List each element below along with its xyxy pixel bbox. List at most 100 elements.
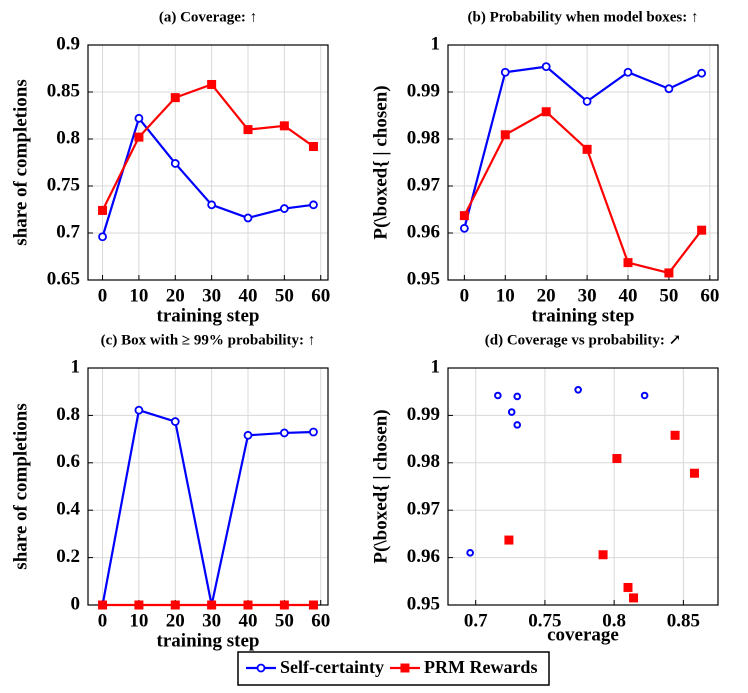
marker xyxy=(664,268,674,278)
y-tick-label: 1 xyxy=(431,356,441,377)
y-tick-label: 0.96 xyxy=(407,546,440,567)
marker xyxy=(582,97,592,106)
x-axis-label: coverage xyxy=(547,624,619,645)
legend-label: PRM Rewards xyxy=(424,657,537,677)
x-tick-label: 0.8 xyxy=(602,610,626,631)
y-tick-label: 0 xyxy=(71,593,81,614)
marker xyxy=(98,232,107,242)
plot-frame xyxy=(447,44,719,281)
marker xyxy=(504,535,514,545)
marker xyxy=(670,430,680,440)
y-axis-label: share of completions xyxy=(10,79,31,245)
y-tick-label: 1 xyxy=(71,356,81,377)
y-tick-label: 0.8 xyxy=(56,127,80,148)
marker xyxy=(243,600,253,610)
chart-title: (a) Coverage: ↑ xyxy=(159,9,257,25)
y-axis-label: P(\boxed{ | chosen) xyxy=(370,409,391,563)
marker xyxy=(582,144,592,154)
y-tick-label: 0.7 xyxy=(56,221,80,242)
marker xyxy=(541,62,551,72)
y-tick-label: 0.99 xyxy=(407,404,440,425)
marker xyxy=(513,392,522,401)
y-tick-label: 0.8 xyxy=(56,404,80,425)
x-tick-label: 60 xyxy=(700,285,719,306)
x-tick-label: 60 xyxy=(311,610,330,631)
marker xyxy=(279,428,289,438)
y-tick-label: 0.6 xyxy=(56,451,80,472)
marker xyxy=(243,430,253,440)
marker xyxy=(507,408,516,416)
x-tick-label: 50 xyxy=(275,285,294,306)
marker xyxy=(279,121,289,131)
marker xyxy=(623,258,633,268)
marker xyxy=(574,386,582,394)
marker xyxy=(697,225,707,235)
x-tick-label: 40 xyxy=(619,285,638,306)
marker xyxy=(134,600,144,610)
marker xyxy=(279,204,289,213)
y-tick-label: 0.98 xyxy=(407,451,440,472)
x-tick-label: 10 xyxy=(129,285,148,306)
y-tick-label: 0.98 xyxy=(407,127,440,148)
marker xyxy=(459,223,469,233)
series-line xyxy=(101,83,315,211)
y-tick-label: 0.96 xyxy=(407,221,440,242)
marker xyxy=(664,84,674,94)
marker xyxy=(170,93,180,103)
y-tick-label: 0.85 xyxy=(47,80,80,101)
y-tick-label: 0.97 xyxy=(407,174,441,195)
x-tick-label: 10 xyxy=(496,285,515,306)
legend-marker xyxy=(400,663,410,673)
y-tick-label: 0.97 xyxy=(407,499,441,520)
series-line xyxy=(463,110,703,275)
x-tick-label: 0.85 xyxy=(667,610,700,631)
marker xyxy=(459,211,469,221)
x-axis-label: training step xyxy=(157,630,260,651)
marker xyxy=(598,550,608,560)
marker xyxy=(623,67,633,77)
plot-frame xyxy=(447,367,719,606)
x-tick-label: 40 xyxy=(239,285,258,306)
marker xyxy=(279,600,289,610)
marker xyxy=(207,600,217,610)
x-tick-label: 0 xyxy=(98,610,108,631)
legend-marker xyxy=(256,663,266,673)
x-tick-label: 20 xyxy=(166,610,185,631)
y-tick-label: 0.95 xyxy=(407,268,440,289)
marker xyxy=(612,454,622,464)
marker xyxy=(243,213,253,223)
x-tick-label: 0.75 xyxy=(528,610,561,631)
marker xyxy=(207,200,217,210)
x-tick-label: 0 xyxy=(98,285,108,306)
x-tick-label: 30 xyxy=(578,285,597,306)
x-tick-label: 50 xyxy=(275,610,294,631)
marker xyxy=(170,417,180,426)
y-axis-label: P(\boxed{ | chosen) xyxy=(370,85,391,239)
y-tick-label: 0.4 xyxy=(56,499,80,520)
marker xyxy=(494,391,502,400)
y-tick-label: 0.2 xyxy=(56,546,80,567)
marker xyxy=(513,421,522,429)
marker xyxy=(170,159,180,168)
chart-title: (c) Box with ≥ 99% probability: ↑ xyxy=(101,332,316,348)
marker xyxy=(629,593,639,603)
series-line xyxy=(101,116,314,238)
marker xyxy=(466,549,474,557)
x-tick-label: 10 xyxy=(129,610,148,631)
x-tick-label: 60 xyxy=(311,285,330,306)
x-tick-label: 20 xyxy=(166,285,185,306)
marker xyxy=(308,600,318,610)
marker xyxy=(308,142,318,152)
x-axis-label: training step xyxy=(532,305,635,326)
marker xyxy=(98,205,108,215)
marker xyxy=(134,405,144,415)
x-tick-label: 30 xyxy=(202,285,221,306)
marker xyxy=(689,468,699,478)
marker xyxy=(98,600,108,610)
legend-label: Self-certainty xyxy=(280,657,384,677)
marker xyxy=(134,113,144,123)
y-tick-label: 0.65 xyxy=(47,268,80,289)
marker xyxy=(541,107,551,117)
x-axis-label: training step xyxy=(157,305,260,326)
marker xyxy=(243,125,253,135)
